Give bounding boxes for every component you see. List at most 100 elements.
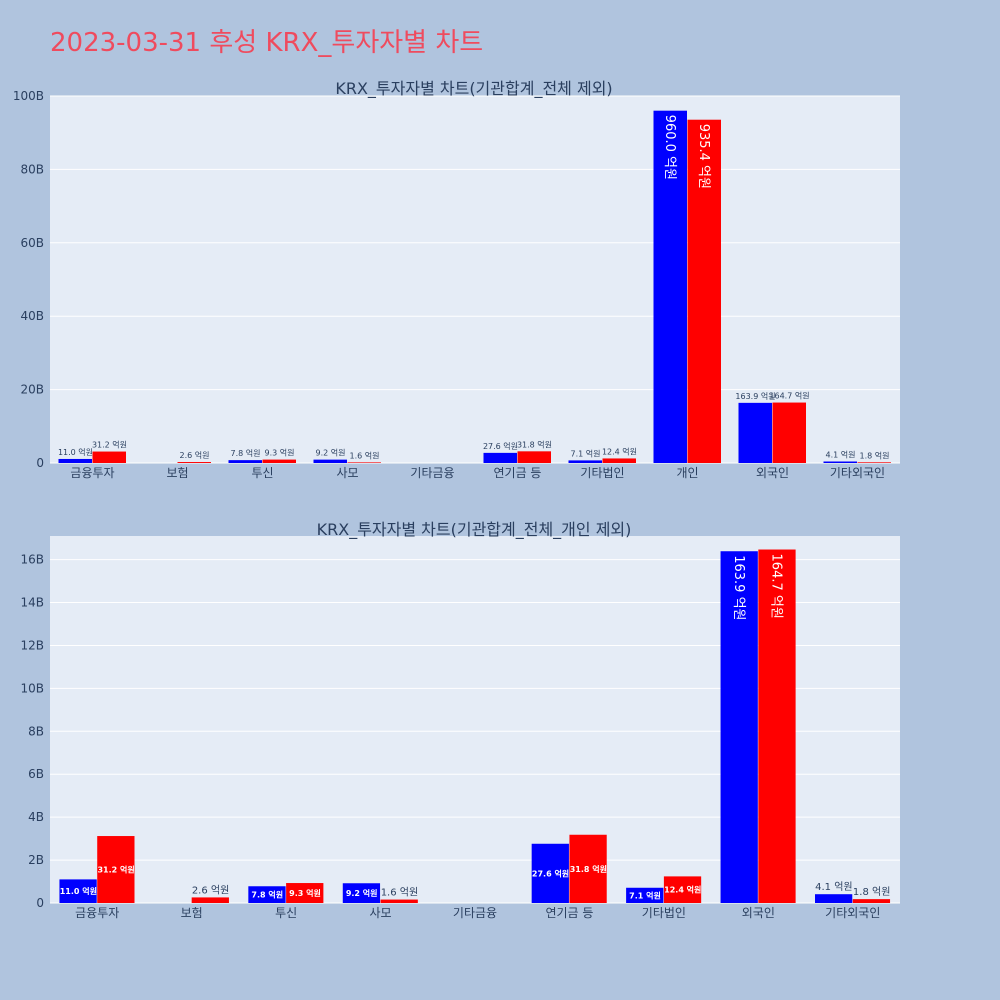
data-label: 9.2 억원 (346, 888, 378, 898)
bar (568, 460, 602, 463)
bar (823, 461, 857, 463)
y-tick-label: 0 (36, 896, 44, 910)
x-tick-label: 개인 (676, 466, 698, 480)
bar (815, 894, 853, 903)
data-label: 31.8 억원 (517, 439, 552, 449)
data-label: 164.7 억원 (769, 391, 809, 401)
x-tick-label: 보험 (166, 466, 188, 480)
data-label: 31.8 억원 (570, 864, 607, 874)
data-label: 1.6 억원 (381, 887, 418, 899)
y-tick-label: 16B (20, 553, 44, 567)
bar (347, 462, 381, 463)
x-tick-label: 기타금융 (410, 466, 454, 480)
data-label: 12.4 억원 (602, 446, 637, 456)
y-tick-label: 8B (28, 724, 44, 738)
data-label: 4.1 억원 (815, 881, 852, 893)
bar (602, 458, 636, 463)
x-tick-label: 금융투자 (75, 906, 119, 920)
chart-title: KRX_투자자별 차트(기관합계_전체_개인 제외) (317, 520, 632, 540)
data-label: 7.8 억원 (231, 448, 261, 458)
data-label: 2.6 억원 (192, 884, 229, 896)
x-tick-label: 기타법인 (642, 906, 686, 920)
bar (720, 551, 758, 903)
bar (857, 462, 891, 463)
data-label: 7.8 억원 (251, 890, 283, 900)
x-tick-label: 사모 (370, 906, 392, 920)
bar (517, 451, 551, 463)
bar (663, 876, 702, 903)
data-label: 163.9 억원 (735, 391, 775, 401)
y-tick-label: 40B (20, 309, 44, 323)
x-tick-label: 금융투자 (70, 466, 114, 480)
y-tick-label: 10B (20, 681, 44, 695)
x-tick-label: 연기금 등 (545, 906, 593, 920)
x-tick-label: 기타외국인 (825, 906, 880, 920)
x-tick-label: 기타법인 (580, 466, 624, 480)
bar (97, 836, 135, 903)
x-tick-label: 사모 (336, 466, 358, 480)
y-tick-label: 6B (28, 767, 44, 781)
data-label: 9.3 억원 (289, 888, 321, 898)
data-label: 7.1 억원 (571, 448, 601, 458)
y-tick-label: 100B (13, 89, 44, 103)
bar (262, 459, 296, 463)
bar (92, 451, 126, 463)
bar (626, 887, 664, 903)
data-label: 11.0 억원 (60, 886, 97, 896)
y-tick-label: 0 (36, 456, 44, 470)
y-tick-label: 14B (20, 596, 44, 610)
chart-bottom: 0 2B 4B 6B 8B 10B 12B 14B 16B KRX_투자자별 차트(기관합계_전체… (20, 520, 900, 920)
bar (772, 402, 806, 463)
y-tick-label: 20B (20, 383, 44, 397)
data-label: 27.6 억원 (483, 441, 518, 451)
bar (59, 879, 97, 903)
x-tick-label: 보험 (181, 906, 203, 920)
plot-area (50, 96, 900, 463)
y-tick-label: 4B (28, 810, 44, 824)
x-tick-label: 외국인 (756, 466, 789, 480)
bar (687, 119, 721, 464)
bar (758, 549, 796, 903)
data-label: 163.9 억원 (731, 555, 746, 620)
bar (380, 899, 418, 903)
x-tick-label: 투신 (251, 466, 273, 480)
data-label: 7.1 억원 (629, 890, 661, 900)
bar (569, 834, 607, 903)
data-label: 935.4 억원 (696, 124, 711, 189)
bar (852, 899, 891, 903)
chart-title: KRX_투자자별 차트(기관합계_전체 제외) (335, 79, 612, 99)
bar (531, 843, 569, 903)
x-tick-label: 투신 (275, 906, 297, 920)
page-title: 2023-03-31 후성 KRX_투자자별 차트 (50, 28, 484, 58)
y-tick-label: 12B (20, 638, 44, 652)
data-label: 1.8 억원 (860, 450, 890, 460)
data-label: 2.6 억원 (180, 450, 210, 460)
bar (228, 460, 262, 463)
data-label: 1.8 억원 (853, 886, 890, 898)
data-label: 164.7 억원 (769, 554, 784, 619)
data-label: 11.0 억원 (58, 447, 93, 457)
x-tick-label: 외국인 (742, 906, 775, 920)
bar (177, 462, 211, 463)
x-tick-label: 기타금융 (453, 906, 497, 920)
data-label: 1.6 억원 (350, 450, 380, 460)
bar (342, 883, 381, 903)
bar (653, 110, 687, 464)
data-label: 27.6 억원 (532, 868, 569, 878)
bar (286, 883, 324, 903)
data-label: 12.4 억원 (664, 885, 701, 895)
y-tick-label: 80B (20, 162, 44, 176)
data-label: 31.2 억원 (97, 865, 134, 875)
bar (738, 402, 772, 463)
chart-top: 0 20B 40B 60B 80B 100B KRX_투자자별 차트(기관합계_전체 제외)… (13, 79, 900, 480)
data-label: 960.0 억원 (662, 115, 677, 180)
bar (483, 452, 517, 463)
x-tick-label: 기타외국인 (830, 466, 885, 480)
x-tick-label: 연기금 등 (494, 466, 542, 480)
bar (313, 459, 347, 463)
data-label: 9.3 억원 (265, 448, 295, 458)
bar (58, 458, 92, 463)
bar (248, 886, 286, 903)
y-tick-label: 2B (28, 853, 44, 867)
